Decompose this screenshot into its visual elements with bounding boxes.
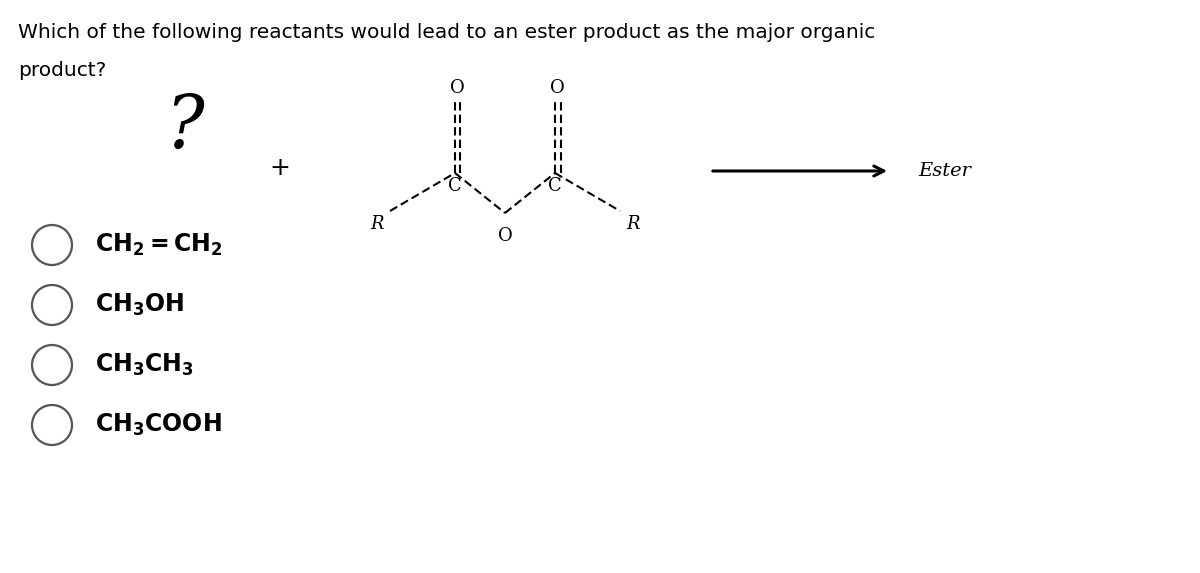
Text: ?: ?: [166, 93, 204, 163]
Text: Ester: Ester: [918, 162, 971, 180]
Text: +: +: [270, 156, 290, 180]
Text: $\mathregular{CH_3COOH}$: $\mathregular{CH_3COOH}$: [95, 412, 222, 438]
Text: R: R: [371, 215, 384, 233]
Text: O: O: [498, 227, 512, 245]
Text: C: C: [448, 177, 462, 195]
Text: R: R: [626, 215, 640, 233]
Text: product?: product?: [18, 61, 107, 80]
Text: C: C: [548, 177, 562, 195]
Text: $\mathregular{CH_3OH}$: $\mathregular{CH_3OH}$: [95, 292, 185, 318]
Text: Which of the following reactants would lead to an ester product as the major org: Which of the following reactants would l…: [18, 23, 875, 42]
Text: $\mathregular{CH_2{=}CH_2}$: $\mathregular{CH_2{=}CH_2}$: [95, 232, 223, 258]
Text: $\mathregular{CH_3CH_3}$: $\mathregular{CH_3CH_3}$: [95, 352, 194, 378]
Text: O: O: [550, 79, 564, 97]
Text: O: O: [450, 79, 464, 97]
